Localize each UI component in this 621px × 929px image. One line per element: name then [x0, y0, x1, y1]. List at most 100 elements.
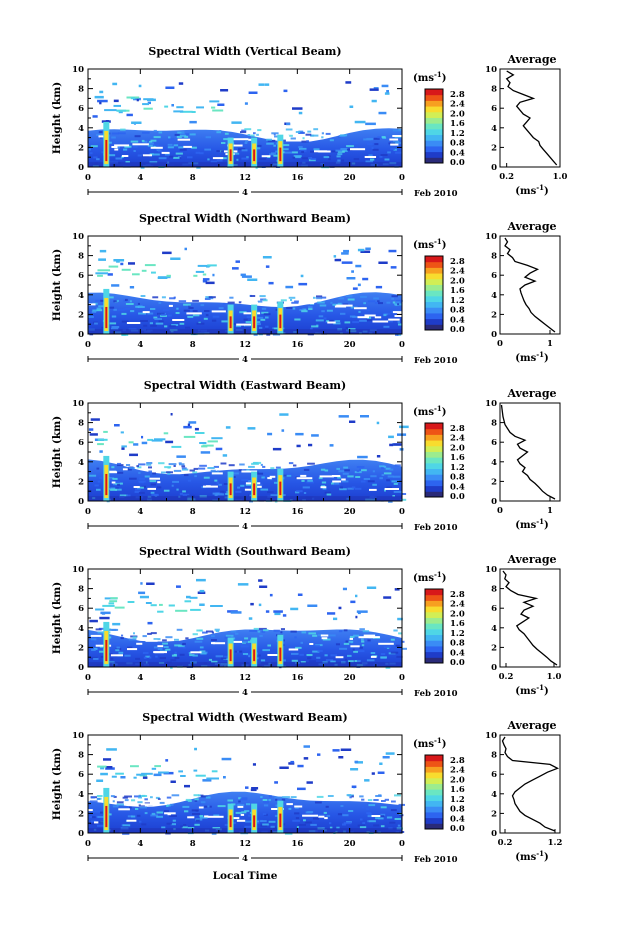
heatmap-cell — [196, 322, 205, 325]
heatmap-cell — [171, 654, 177, 657]
heatmap-cell — [131, 799, 136, 802]
heatmap-cell — [215, 655, 224, 658]
heatmap-cell — [185, 326, 191, 329]
colorbar-tick-label: 0.0 — [450, 658, 465, 668]
heatmap-cell — [196, 166, 201, 169]
heatmap-cell — [241, 149, 248, 152]
heatmap-gap — [172, 319, 185, 321]
heatmap-cell — [333, 255, 337, 258]
colorbar-tick-label: 2.0 — [450, 443, 465, 453]
heatmap-cell — [179, 463, 185, 466]
heatmap-gap — [324, 817, 328, 820]
heatmap-cell — [138, 591, 146, 595]
colorbar-frame — [424, 754, 444, 830]
average-frame — [499, 402, 561, 502]
heatmap-cell — [152, 144, 159, 146]
heatmap-cell — [290, 299, 293, 301]
heatmap-cell — [241, 129, 247, 132]
heatmap-cell — [100, 611, 111, 615]
heatmap-cell — [96, 795, 103, 797]
heatmap-cell — [114, 424, 120, 427]
heatmap-cell — [98, 131, 103, 134]
heatmap-cell — [225, 634, 234, 637]
colorbar-tick-label: 2.8 — [450, 424, 465, 434]
heatmap-cell — [333, 322, 341, 325]
heatmap-cell — [111, 775, 117, 778]
heatmap-cell — [212, 109, 224, 112]
heatmap-gap — [282, 135, 290, 138]
heatmap-cell — [321, 132, 324, 135]
heatmap-cell — [355, 594, 358, 598]
colorbar-swatch — [425, 772, 443, 779]
colorbar-swatch — [425, 111, 443, 118]
heatmap-cell — [141, 131, 150, 134]
y-tick-label: 8 — [78, 585, 84, 595]
heatmap-cell — [371, 147, 374, 150]
heatmap-cell — [121, 312, 127, 315]
heatmap-gap — [370, 655, 377, 658]
colorbar-swatch — [425, 755, 443, 762]
heatmap-cell — [141, 441, 148, 445]
heatmap-cell — [385, 666, 391, 669]
heatmap-cell — [379, 155, 383, 158]
heatmap-cell — [390, 266, 397, 269]
heatmap-cell — [134, 795, 141, 798]
heatmap-cell — [325, 659, 334, 662]
colorbar-swatch — [425, 273, 443, 280]
average-y-tick-label: 4 — [491, 291, 497, 301]
heatmap-cell — [147, 632, 152, 635]
heatmap-cell — [346, 277, 356, 280]
heatmap-cell — [172, 819, 176, 822]
heatmap-gap — [319, 475, 334, 478]
y-tick-label: 0 — [78, 829, 84, 839]
heatmap-cell — [350, 600, 356, 604]
heatmap-cell — [98, 821, 104, 824]
average-y-tick-label: 6 — [491, 104, 497, 114]
heatmap-cell — [389, 821, 396, 824]
average-y-tick-label: 2 — [491, 310, 497, 320]
heatmap-cell — [288, 296, 296, 299]
colorbar-swatch — [425, 600, 443, 607]
y-tick-label: 4 — [78, 624, 84, 634]
heatmap-cell — [353, 650, 358, 653]
heatmap-cell — [199, 464, 207, 467]
heatmap-cell — [207, 467, 215, 469]
average-y-tick-label: 8 — [491, 419, 497, 429]
heatmap-cell — [158, 771, 169, 774]
heatmap-cell — [236, 158, 239, 161]
heatmap-cell — [175, 152, 183, 155]
heatmap-cell — [179, 653, 185, 656]
colorbar-tick-label: 1.2 — [450, 795, 465, 805]
heatmap-cell — [263, 801, 269, 804]
heatmap-cell — [158, 131, 163, 134]
day-label: 4 — [242, 854, 248, 864]
heatmap-cell — [162, 251, 172, 255]
colorbar-unit: (ms-1) — [413, 570, 446, 584]
colorbar-tick-label: 2.8 — [450, 590, 465, 600]
heatmap-cell — [353, 158, 360, 161]
panel-2: Spectral Width (Northward Beam)0246810He… — [51, 212, 561, 366]
panel-title: Spectral Width (Vertical Beam) — [148, 45, 341, 58]
average-x-tick-label: 1.2 — [548, 838, 563, 848]
heatmap-gap — [261, 155, 271, 158]
heatmap-cell — [323, 317, 327, 320]
x-tick-label: 12 — [239, 839, 251, 849]
heatmap-cell — [176, 455, 186, 458]
heatmap-cell — [137, 154, 143, 157]
heatmap-cell — [185, 637, 189, 640]
colorbar-swatch — [425, 151, 443, 158]
heatmap-cell — [303, 468, 310, 471]
heatmap-cell — [391, 295, 398, 298]
heatmap-cell — [353, 634, 360, 637]
heatmap-cell — [202, 273, 207, 276]
heatmap-cell — [97, 631, 104, 634]
heatmap-cell — [150, 604, 157, 607]
colorbar-tick-label: 2.8 — [450, 756, 465, 766]
colorbar-swatch — [425, 307, 443, 314]
heatmap-cell — [313, 148, 320, 151]
heatmap-cell — [150, 324, 157, 327]
heatmap-gap — [94, 821, 99, 824]
heatmap-cell — [122, 796, 128, 799]
heatmap-cell — [294, 300, 299, 303]
heatmap-cell — [170, 823, 176, 826]
